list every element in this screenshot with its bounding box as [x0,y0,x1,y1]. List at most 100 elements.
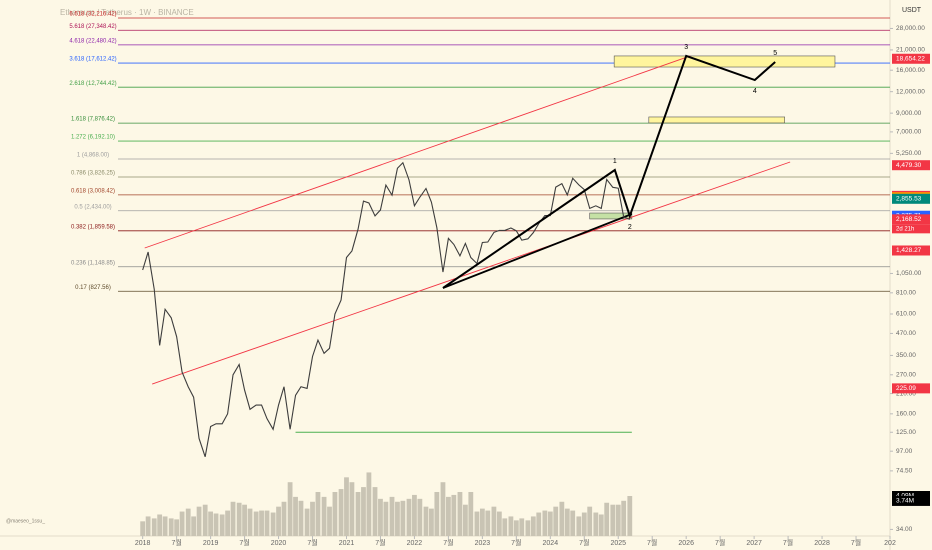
volume-bar [513,520,519,536]
x-tick-label: 2020 [271,540,287,547]
x-tick-label: 7월 [647,538,657,547]
price-label-bg [892,193,930,204]
price-label-bg [892,245,930,256]
volume-bar [457,491,463,536]
volume-bar [378,498,383,536]
x-tick-label: 2025 [610,540,626,547]
fib-label: 2.618 (12,744.42) [69,81,116,87]
fib-label: 1.618 (7,876.42) [71,117,115,123]
x-tick-label: 7월 [171,538,181,547]
volume-bar [253,511,259,536]
volume-bar [417,498,423,536]
volume-bar [581,512,587,536]
volume-bar [196,506,202,536]
fib-label: 4.618 (22,480.42) [69,38,116,44]
y-tick-label: 470.00 [896,330,916,337]
y-tick-label: 610.00 [896,311,916,318]
volume-bar [440,482,446,536]
volume-bar [270,512,276,536]
fib-label: 0.17 (827.56) [75,285,111,291]
volume-bar [491,506,497,536]
target-zone [648,116,785,124]
volume-bar [361,487,366,536]
volume-bar [400,500,406,536]
x-tick-label: 2028 [814,540,830,547]
wave-path [442,54,776,289]
volume-bar [213,513,219,536]
x-tick-label: 2021 [339,540,355,547]
currency: USDT [902,7,922,14]
volume-bar [406,498,412,536]
volume-bar [542,510,548,536]
price-label-bg [892,160,930,171]
volume-bar [264,510,270,536]
trend-line [152,161,791,385]
volume-label-bg [892,495,930,506]
volume-bar [434,491,440,536]
volume-bar [372,487,378,536]
price-line [142,161,630,457]
x-tick-label: 7월 [783,538,793,547]
fib-label: 0.382 (1,859.58) [71,224,115,230]
y-tick-label: 160.00 [896,411,916,418]
wave-label: 3 [684,44,688,51]
fib-label: 6.618 (32,216.42) [69,12,116,18]
volume-bar [355,491,361,536]
x-tick-label: 2027 [746,540,762,547]
x-tick-label: 7월 [239,538,249,547]
x-tick-label: 7월 [851,538,861,547]
volume-bar [304,508,310,536]
wave-label: 1 [613,158,617,165]
volume-bar [604,502,610,536]
volume-bar [349,482,355,536]
trend-line [442,213,633,289]
x-tick-label: 7월 [511,538,521,547]
fib-label: 0.236 (1,148.85) [71,260,115,266]
volume-bar [519,518,525,536]
y-tick-label: 9,000.00 [896,110,922,117]
countdown-bg [892,224,930,234]
y-tick-label: 16,000.00 [896,67,925,74]
volume-bar [332,491,338,536]
volume-bar [276,506,281,536]
fib-label: 0.618 (3,008.42) [71,188,115,194]
fib-label: 5.618 (27,348.42) [69,24,116,30]
volume-bar [242,504,247,536]
y-tick-label: 28,000.00 [896,25,925,32]
target-zone [613,55,836,68]
y-tick-label: 125.00 [896,429,916,436]
volume-bar [615,504,621,536]
volume-bar [559,501,565,536]
volume-bar [383,501,389,536]
volume-bar [610,504,616,536]
volume-bar [389,496,395,536]
target-zone [589,212,633,220]
volume-bar [179,511,185,536]
volume-bar [502,518,508,536]
volume-bar [547,511,553,536]
y-tick-label: 270.00 [896,372,916,379]
volume-bar [236,502,242,536]
volume-bar [145,516,151,536]
volume-bar [191,516,197,536]
volume-bar [344,477,349,536]
price-label-bg [892,383,930,394]
price-label: 225.09 [896,385,916,392]
watermark: @maeseo_1ssu_ [6,518,45,524]
x-tick-label: 7월 [579,538,589,547]
y-tick-label: 810.00 [896,290,916,297]
fib-label: 1 (4,868.00) [77,153,109,159]
volume-bar [247,508,253,536]
volume-bar [208,511,214,536]
volume-bar [230,501,236,536]
x-tick-label: 7월 [375,538,385,547]
wave-label: 2 [628,224,632,231]
x-tick-label: 7월 [307,538,317,547]
volume-bar [576,516,582,536]
volume-bar [151,518,157,536]
y-tick-label: 21,000.00 [896,47,925,54]
volume-bar [474,511,480,536]
x-tick-label: 2022 [407,540,423,547]
volume-bar [174,519,180,536]
